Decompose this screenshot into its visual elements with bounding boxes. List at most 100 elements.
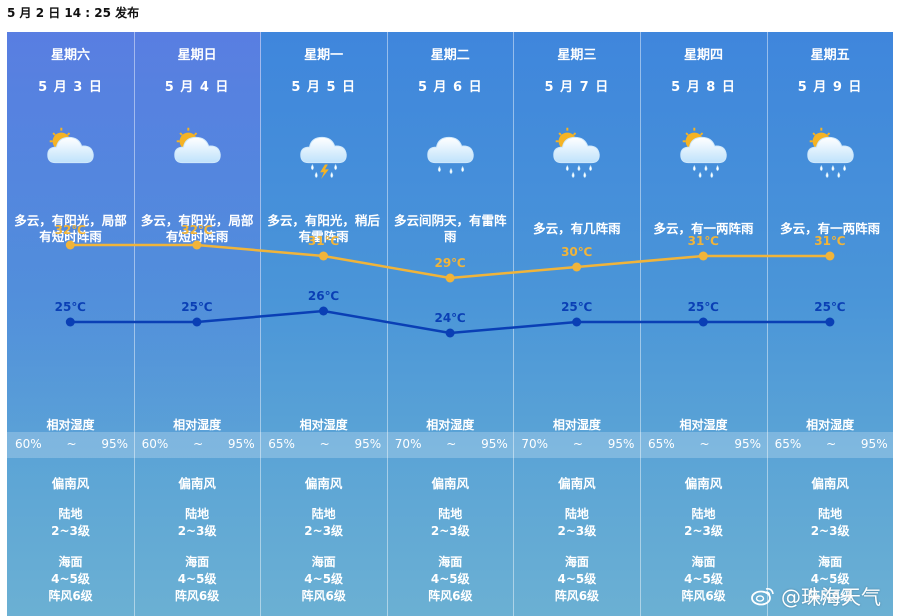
gust-level: 阵风6级 (428, 589, 473, 603)
humidity-label: 相对湿度 (679, 418, 728, 432)
wind-direction: 偏南风 (51, 476, 90, 491)
humidity-min: 60% (15, 437, 42, 451)
sea-label: 海面 (185, 555, 210, 569)
humidity-max: 95% (860, 437, 888, 451)
low-temp-point (192, 317, 202, 327)
humidity-label: 相对湿度 (552, 418, 601, 432)
column-divider (260, 32, 262, 616)
high-temp-point (192, 240, 202, 250)
high-temp-label: 30℃ (561, 245, 592, 259)
weibo-icon (751, 587, 774, 605)
high-temp-label: 31℃ (308, 234, 339, 248)
thunderstorm-icon (294, 120, 354, 180)
land-wind-level: 2~3级 (557, 524, 597, 538)
gust-level: 阵风6级 (301, 589, 346, 603)
partly-cloudy-icon (168, 120, 228, 180)
low-temp-label: 25℃ (55, 300, 86, 314)
low-temp-label: 25℃ (561, 300, 592, 314)
high-temp-label: 31℃ (688, 234, 719, 248)
day-column: 星期三 5 月 7 日 多云，有几阵雨 相对湿度 70% ~ 95% 偏南风 陆… (513, 32, 640, 616)
humidity-separator: ~ (699, 437, 710, 451)
column-divider (640, 32, 641, 616)
land-label: 陆地 (564, 507, 589, 521)
wind-direction: 偏南风 (558, 476, 596, 491)
land-wind-level: 2~3级 (430, 524, 470, 538)
low-temp-label: 24℃ (434, 311, 465, 325)
land-wind-level: 2~3级 (177, 524, 217, 538)
watermark-text: @珠海天气 (781, 585, 881, 609)
column-divider (766, 32, 768, 616)
gust-level: 阵风6级 (681, 589, 726, 603)
weekday-label: 星期六 (50, 48, 90, 63)
low-temp-point (825, 317, 835, 327)
low-temp-label: 25℃ (814, 300, 845, 314)
humidity-label: 相对湿度 (173, 418, 222, 432)
sea-wind-level: 4~5级 (684, 572, 723, 586)
column-divider (386, 32, 388, 616)
temperature-chart: 32℃ 32℃ 31℃ 29℃ 30℃ 31℃ 31℃ 25℃ 25℃ 26℃ 24℃ 25℃ 25℃ 2… (55, 223, 846, 338)
humidity-max: 95% (227, 437, 255, 451)
weekday-label: 星期五 (810, 48, 850, 63)
weekday-label: 星期日 (177, 48, 217, 63)
sea-label: 海面 (564, 555, 589, 569)
land-wind-level: 2~3级 (51, 524, 90, 538)
humidity-max: 95% (354, 437, 382, 451)
humidity-separator: ~ (572, 437, 583, 451)
high-temp-label: 31℃ (814, 234, 845, 248)
low-temp-label: 25℃ (181, 300, 212, 314)
sea-label: 海面 (818, 555, 843, 569)
partly-cloudy-icon (41, 120, 101, 180)
sea-wind-level: 4~5级 (177, 572, 217, 586)
forecast-panel: 星期六 5 月 3 日 多云，有阳光，局部有短时阵雨 相对湿度 60% ~ 95… (7, 32, 893, 616)
watermark: @珠海天气 (751, 581, 881, 610)
weather-description: 多云，有一两阵雨 (780, 221, 881, 236)
high-temp-label: 32℃ (181, 223, 212, 237)
humidity-min: 65% (268, 437, 295, 451)
wind-direction: 偏南风 (304, 476, 343, 491)
humidity-min: 60% (141, 437, 169, 451)
humidity-label: 相对湿度 (806, 418, 855, 432)
date-label: 5 月 4 日 (164, 80, 230, 95)
column-divider (133, 32, 135, 616)
sun-shower-icon (801, 120, 861, 180)
sun-shower-icon (547, 120, 607, 180)
day-column: 星期六 5 月 3 日 多云，有阳光，局部有短时阵雨 相对湿度 60% ~ 95… (7, 32, 134, 616)
gust-level: 阵风6级 (174, 589, 220, 603)
land-label: 陆地 (185, 507, 210, 521)
date-label: 5 月 6 日 (417, 80, 483, 95)
sea-wind-level: 4~5级 (430, 572, 470, 586)
date-label: 5 月 5 日 (291, 80, 357, 95)
high-temp-label: 32℃ (55, 223, 86, 237)
humidity-range: 65% ~ 95% (268, 437, 381, 451)
weather-description: 多云，有阳光，局部有短时阵雨 (14, 213, 127, 244)
weather-description: 多云，有几阵雨 (533, 221, 621, 236)
sea-label: 海面 (438, 555, 463, 569)
sun-shower-icon (674, 120, 734, 180)
date-label: 5 月 7 日 (544, 80, 610, 95)
sea-label: 海面 (311, 555, 336, 569)
sea-wind-level: 4~5级 (51, 572, 90, 586)
humidity-label: 相对湿度 (426, 418, 475, 432)
humidity-max: 95% (101, 437, 128, 451)
humidity-max: 95% (481, 437, 508, 451)
high-temp-point (698, 251, 708, 261)
sea-wind-level: 4~5级 (557, 572, 597, 586)
weather-description: 多云间阴天，有雷阵雨 (394, 213, 507, 244)
humidity-separator: ~ (66, 437, 77, 451)
humidity-max: 95% (607, 437, 635, 451)
weather-description: 多云，有阳光，稍后有雷阵雨 (267, 213, 380, 244)
weekday-label: 星期二 (430, 48, 470, 63)
low-temp-point (698, 317, 708, 327)
land-wind-level: 2~3级 (684, 524, 723, 538)
day-column: 星期四 5 月 8 日 多云，有一两阵雨 相对湿度 65% ~ 95% 偏南风 … (640, 32, 767, 616)
humidity-separator: ~ (826, 437, 837, 451)
humidity-range: 65% ~ 95% (648, 437, 761, 451)
wind-direction: 偏南风 (684, 476, 723, 491)
weather-description: 多云，有一两阵雨 (653, 221, 754, 236)
land-wind-level: 2~3级 (304, 524, 344, 538)
date-label: 5 月 9 日 (797, 80, 863, 95)
high-temp-label: 29℃ (434, 256, 465, 270)
high-temp-point (445, 273, 455, 283)
weather-description: 多云，有阳光，局部有短时阵雨 (140, 213, 254, 244)
high-temp-point (319, 251, 328, 261)
